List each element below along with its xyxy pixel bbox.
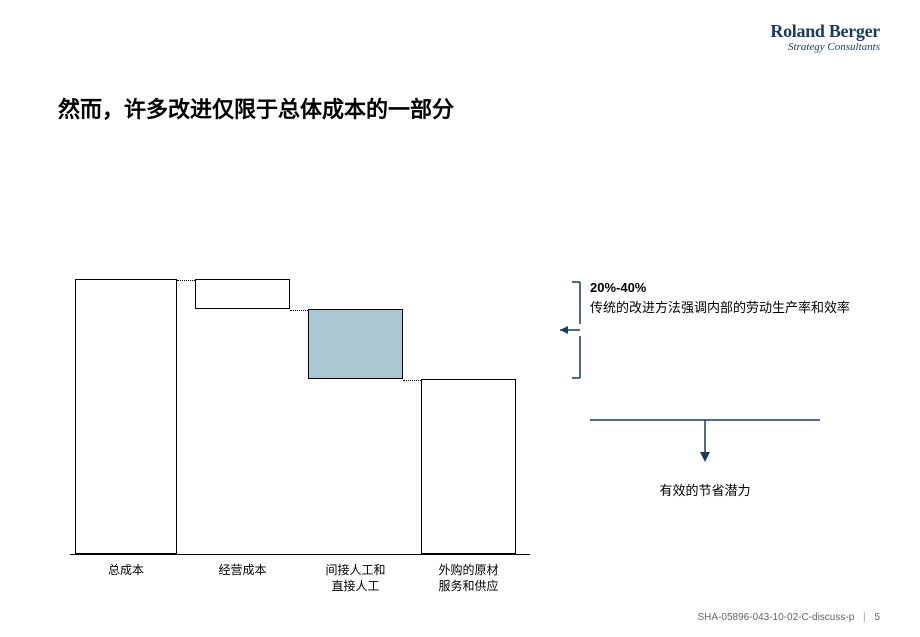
logo-sub-text: Strategy Consultants [770, 41, 880, 53]
slide-footer: SHA-05896-043-10-02-C-discuss-p | 5 [698, 612, 880, 623]
logo-main-text: Roland Berger [770, 22, 880, 40]
waterfall-chart [70, 280, 530, 555]
annotation-title: 20%-40% [590, 280, 850, 295]
annotation-body: 传统的改进方法强调内部的劳动生产率和效率 [590, 299, 850, 317]
connector-line [177, 280, 195, 281]
x-axis-label: 间接人工和直接人工 [306, 563, 406, 594]
annotation-traditional: 20%-40% 传统的改进方法强调内部的劳动生产率和效率 [590, 280, 850, 317]
waterfall-bar [195, 279, 290, 309]
connector-line [290, 310, 308, 311]
footer-separator: | [863, 612, 866, 623]
footer-page: 5 [874, 612, 880, 623]
page-title: 然而，许多改进仅限于总体成本的一部分 [58, 92, 454, 124]
waterfall-bar [75, 279, 177, 554]
annotation-body: 有效的节省潜力 [590, 482, 820, 500]
x-axis-label: 总成本 [76, 563, 176, 579]
x-axis-label: 经营成本 [193, 563, 293, 579]
footer-code: SHA-05896-043-10-02-C-discuss-p [698, 612, 855, 623]
brand-logo: Roland Berger Strategy Consultants [770, 22, 880, 53]
x-axis-label: 外购的原材服务和供应 [419, 563, 519, 594]
waterfall-bar [421, 379, 516, 554]
waterfall-bar [308, 309, 403, 379]
down-arrow-icon [590, 418, 850, 478]
connector-line [403, 380, 421, 381]
bracket-icon [540, 280, 590, 380]
